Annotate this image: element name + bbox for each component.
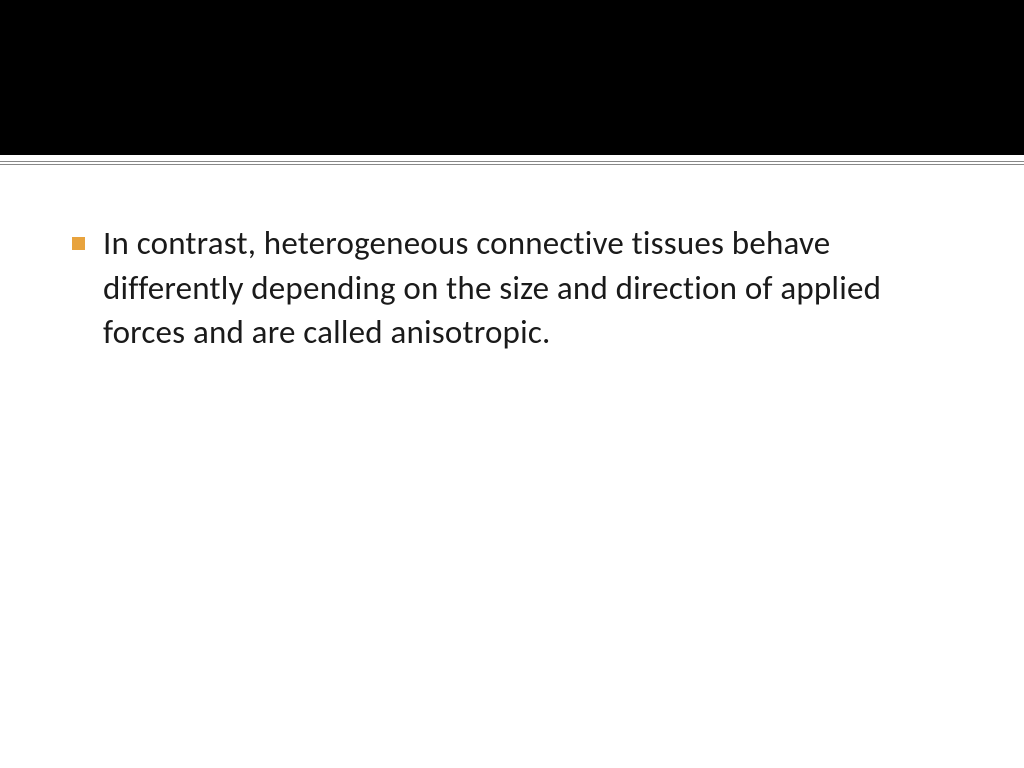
slide-container: In contrast, heterogeneous connective ti…	[0, 0, 1024, 768]
title-band	[0, 0, 1024, 155]
content-area: In contrast, heterogeneous connective ti…	[0, 165, 1024, 768]
bullet-text: In contrast, heterogeneous connective ti…	[103, 221, 952, 355]
square-bullet-icon	[72, 237, 85, 250]
bullet-list: In contrast, heterogeneous connective ti…	[72, 221, 952, 355]
list-item: In contrast, heterogeneous connective ti…	[72, 221, 952, 355]
